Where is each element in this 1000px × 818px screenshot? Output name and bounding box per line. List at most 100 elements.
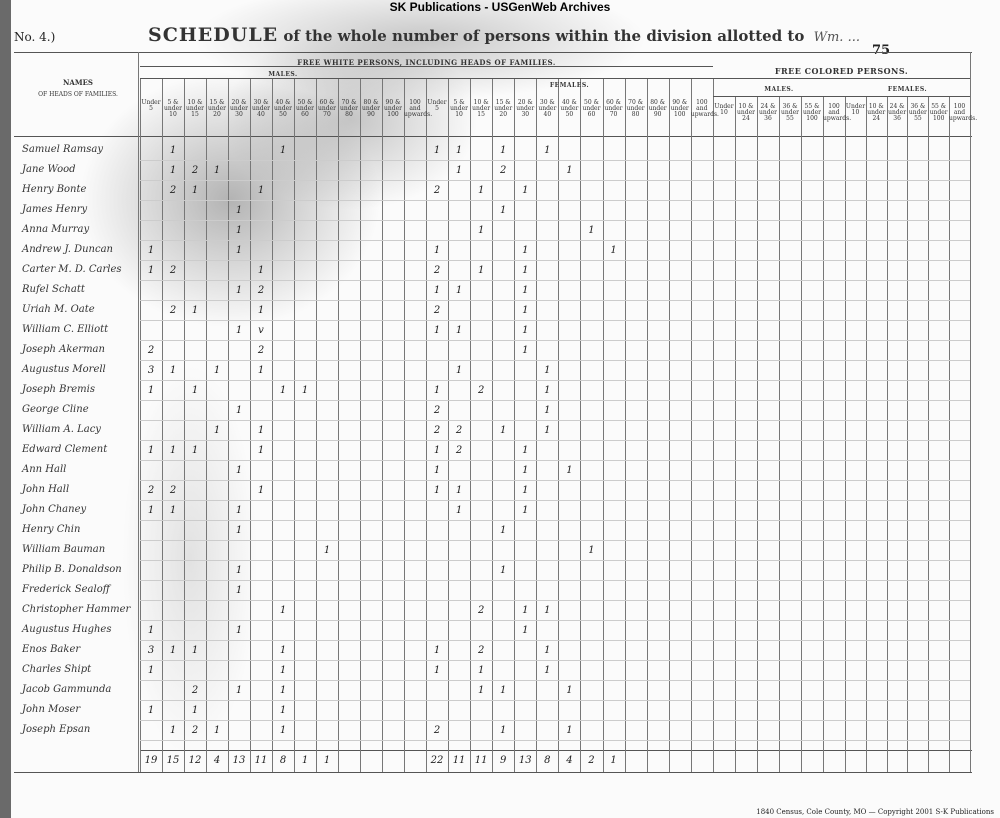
female-count-cell: 1 bbox=[522, 485, 529, 496]
colored-males-header: MALES. bbox=[764, 86, 794, 93]
male-count-cell: 1 bbox=[279, 665, 287, 676]
head-of-family-name: Uriah M. Oate bbox=[22, 304, 95, 315]
female-count-cell: 1 bbox=[522, 285, 529, 296]
female-count-cell: 1 bbox=[455, 365, 463, 376]
male-count-cell: 1 bbox=[191, 445, 199, 456]
female-count-cell: 2 bbox=[477, 605, 485, 616]
male-count-cell: 1 bbox=[147, 265, 155, 276]
row-rule bbox=[140, 180, 970, 181]
male-column-line bbox=[272, 78, 273, 772]
row-rule bbox=[140, 600, 970, 601]
female-age-header: 40 & under 50 bbox=[560, 99, 579, 118]
female-count-cell: 1 bbox=[588, 545, 595, 556]
male-count-cell: 1 bbox=[147, 385, 155, 396]
male-total-cell: 11 bbox=[254, 755, 268, 766]
male-count-cell: 1 bbox=[235, 225, 243, 236]
head-of-family-name: John Moser bbox=[22, 704, 81, 715]
female-count-cell: 1 bbox=[455, 165, 463, 176]
row-rule bbox=[140, 480, 970, 481]
male-age-header: 60 & under 70 bbox=[318, 99, 336, 118]
head-of-family-name: James Henry bbox=[22, 204, 88, 215]
female-age-header: 30 & under 40 bbox=[538, 99, 557, 118]
free-white-header: FREE WHITE PERSONS, INCLUDING HEADS OF F… bbox=[297, 58, 556, 67]
male-count-cell: 1 bbox=[257, 185, 265, 196]
female-column-line bbox=[624, 78, 626, 772]
female-count-cell: 1 bbox=[500, 525, 507, 536]
male-count-cell: 2 bbox=[257, 345, 265, 356]
row-rule bbox=[140, 400, 970, 401]
male-count-cell: 1 bbox=[257, 305, 265, 316]
male-count-cell: 2 bbox=[191, 165, 199, 176]
female-age-header: 20 & under 30 bbox=[516, 99, 535, 118]
female-count-cell: 1 bbox=[433, 445, 441, 456]
female-count-cell: 1 bbox=[544, 665, 551, 676]
male-age-header: 100 and upwards. bbox=[404, 99, 433, 118]
head-of-family-name: Henry Chin bbox=[22, 524, 81, 535]
row-rule bbox=[140, 200, 970, 201]
male-column-line bbox=[404, 78, 405, 772]
male-column-line bbox=[294, 78, 295, 772]
female-count-cell: 2 bbox=[433, 425, 441, 436]
row-rule bbox=[140, 360, 970, 361]
female-count-cell: 1 bbox=[610, 245, 617, 256]
male-age-header: 5 & under 10 bbox=[164, 99, 182, 118]
male-count-cell: 2 bbox=[169, 305, 177, 316]
male-count-cell: 1 bbox=[147, 445, 155, 456]
female-count-cell: 1 bbox=[522, 625, 529, 636]
male-count-cell: 1 bbox=[235, 405, 243, 416]
row-rule bbox=[140, 320, 970, 321]
free-white-group-rule bbox=[140, 66, 713, 67]
head-of-family-name: Jacob Gammunda bbox=[22, 684, 112, 695]
female-column-line bbox=[492, 78, 494, 772]
female-age-header: Under 5 bbox=[427, 99, 447, 112]
table-right-edge bbox=[970, 52, 971, 772]
female-count-cell: 1 bbox=[500, 205, 507, 216]
female-count-cell: 1 bbox=[455, 485, 463, 496]
head-of-family-name: Augustus Morell bbox=[22, 364, 106, 375]
female-count-cell: 2 bbox=[433, 305, 441, 316]
male-count-cell: 1 bbox=[169, 445, 177, 456]
female-count-cell: 1 bbox=[522, 325, 529, 336]
female-column-line bbox=[448, 78, 450, 772]
male-count-cell: 1 bbox=[257, 485, 265, 496]
male-count-cell: 1 bbox=[169, 365, 177, 376]
male-count-cell: 1 bbox=[235, 325, 243, 336]
white-females-header: FEMALES. bbox=[549, 82, 590, 89]
male-count-cell: 2 bbox=[169, 185, 177, 196]
copyright-footer: 1840 Census, Cole County, MO — Copyright… bbox=[756, 808, 994, 816]
male-count-cell: 1 bbox=[235, 625, 243, 636]
schedule-title: SCHEDULE of the whole number of persons … bbox=[148, 24, 860, 46]
female-count-cell: 1 bbox=[544, 605, 551, 616]
head-of-family-name: Jane Wood bbox=[22, 164, 76, 175]
colored-male-age-header: 55 & under 100 bbox=[803, 103, 821, 122]
male-count-cell: 1 bbox=[279, 645, 287, 656]
names-subheader: OF HEADS OF FAMILIES. bbox=[38, 91, 118, 98]
colored-male-age-header: 36 & under 55 bbox=[781, 103, 799, 122]
male-count-cell: 2 bbox=[147, 345, 155, 356]
male-count-cell: 1 bbox=[235, 205, 243, 216]
female-count-cell: 1 bbox=[544, 425, 551, 436]
male-count-cell: 1 bbox=[279, 385, 287, 396]
colored-female-age-header: 36 & under 55 bbox=[908, 103, 927, 122]
female-count-cell: 1 bbox=[433, 645, 441, 656]
female-count-cell: 1 bbox=[500, 565, 507, 576]
male-count-cell: 1 bbox=[257, 265, 265, 276]
male-count-cell: 3 bbox=[147, 645, 155, 656]
female-count-cell: 1 bbox=[500, 725, 507, 736]
male-count-cell: 2 bbox=[191, 725, 199, 736]
colored-male-column-line bbox=[735, 96, 736, 772]
row-rule bbox=[140, 300, 970, 301]
male-count-cell: 1 bbox=[279, 725, 287, 736]
male-count-cell: 1 bbox=[301, 385, 309, 396]
male-age-header: 80 & under 90 bbox=[362, 99, 380, 118]
head-of-family-name: Rufel Schatt bbox=[22, 284, 85, 295]
male-count-cell: 1 bbox=[147, 625, 155, 636]
female-column-line bbox=[470, 78, 472, 772]
female-column-line bbox=[558, 78, 560, 772]
archive-banner: SK Publications - USGenWeb Archives bbox=[389, 0, 611, 14]
female-count-cell: 1 bbox=[522, 345, 529, 356]
head-of-family-name: William Bauman bbox=[22, 544, 106, 555]
female-count-cell: 2 bbox=[433, 725, 441, 736]
female-count-cell: 1 bbox=[455, 325, 463, 336]
female-count-cell: 1 bbox=[433, 145, 441, 156]
